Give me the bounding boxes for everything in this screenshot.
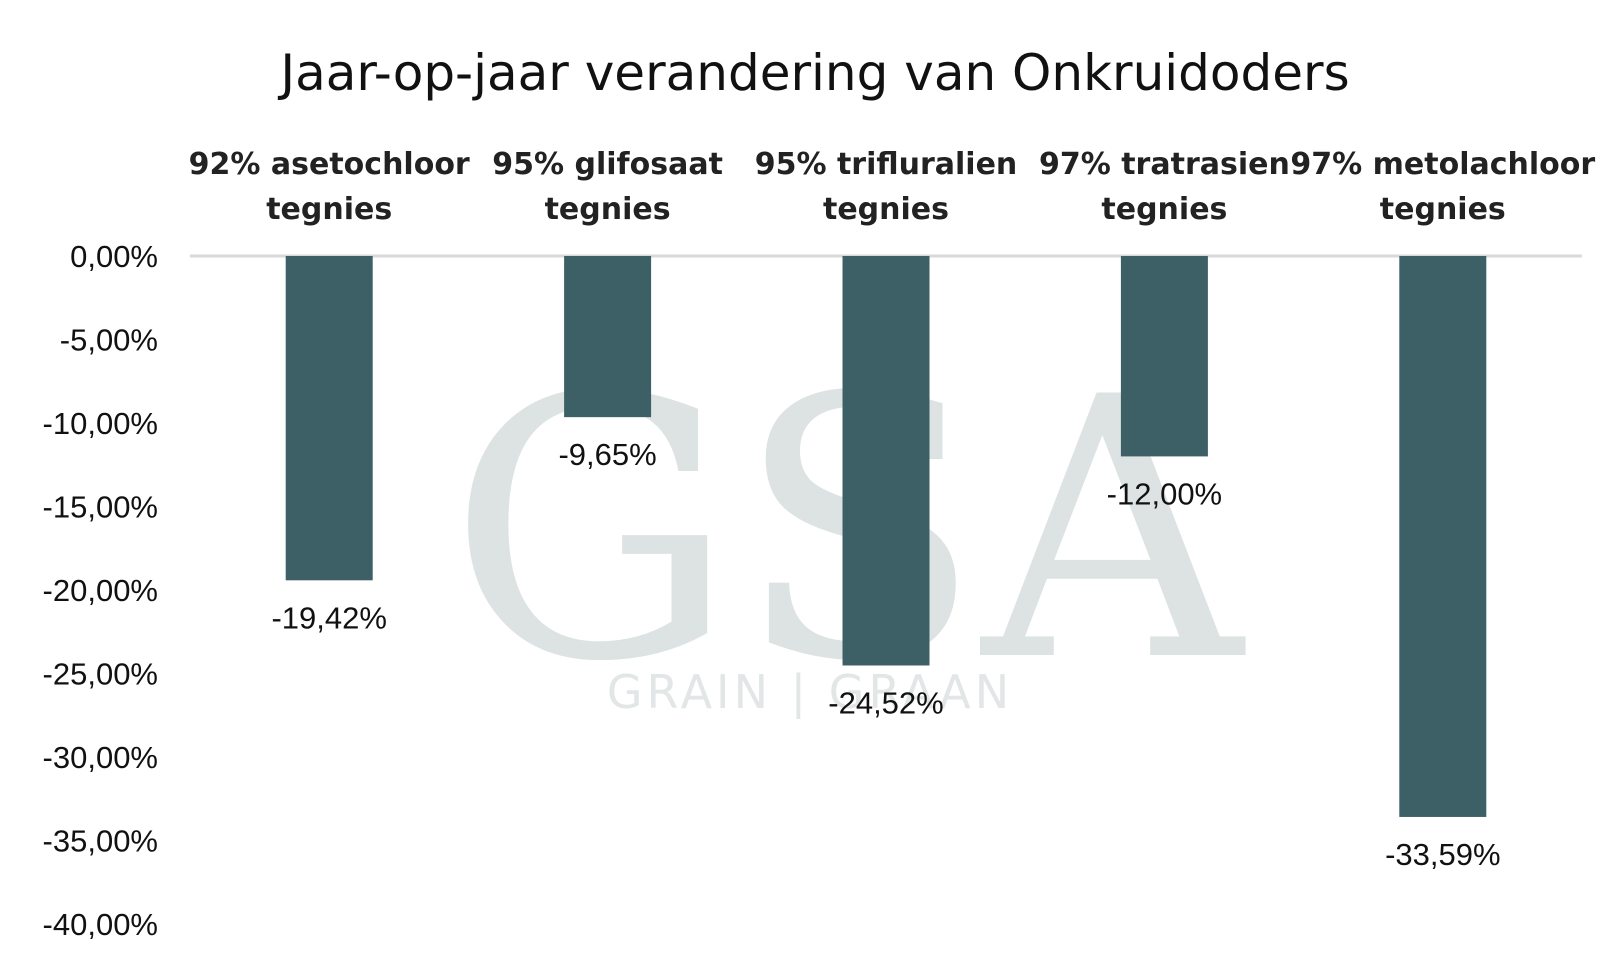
category-label: tegnies <box>1380 192 1506 227</box>
category-label: 97% tratrasien <box>1039 147 1290 182</box>
bars <box>285 256 1487 817</box>
y-tick-label: -35,00% <box>43 824 158 859</box>
chart-title: Jaar-op-jaar verandering van Onkruidoder… <box>277 44 1349 102</box>
y-tick-label: -20,00% <box>43 573 158 608</box>
category-label: tegnies <box>823 192 949 227</box>
y-tick-label: 0,00% <box>70 239 158 274</box>
bar <box>1399 256 1487 817</box>
category-label: tegnies <box>1101 192 1227 227</box>
category-label: 95% trifluralien <box>755 147 1018 182</box>
bar <box>842 256 930 666</box>
y-tick-label: -40,00% <box>43 907 158 942</box>
data-labels: -19,42% -9,65% -24,52% -12,00% -33,59% <box>271 437 1500 872</box>
y-tick-label: -5,00% <box>60 323 158 358</box>
y-tick-label: -30,00% <box>43 740 158 775</box>
data-label: -9,65% <box>558 437 656 472</box>
bar <box>285 256 373 581</box>
y-tick-label: -10,00% <box>43 406 158 441</box>
category-labels: 92% asetochloor tegnies 95% glifosaat tegni… <box>189 147 1596 227</box>
y-tick-label: -25,00% <box>43 657 158 692</box>
category-label: 92% asetochloor <box>189 147 470 182</box>
watermark-text: GRAIN | GRAAN <box>607 665 1013 720</box>
category-label: 95% glifosaat <box>492 147 723 182</box>
category-label: tegnies <box>545 192 671 227</box>
data-label: -19,42% <box>271 600 386 635</box>
data-label: -12,00% <box>1107 476 1222 511</box>
y-axis: 0,00% -5,00% -10,00% -15,00% -20,00% -25,00% -… <box>43 239 158 942</box>
category-label: 97% metolachloor <box>1290 147 1595 182</box>
category-label: tegnies <box>266 192 392 227</box>
y-tick-label: -15,00% <box>43 490 158 525</box>
data-label: -33,59% <box>1385 837 1500 872</box>
data-label: -24,52% <box>828 685 943 720</box>
bar <box>564 256 652 418</box>
bar <box>1120 256 1208 457</box>
